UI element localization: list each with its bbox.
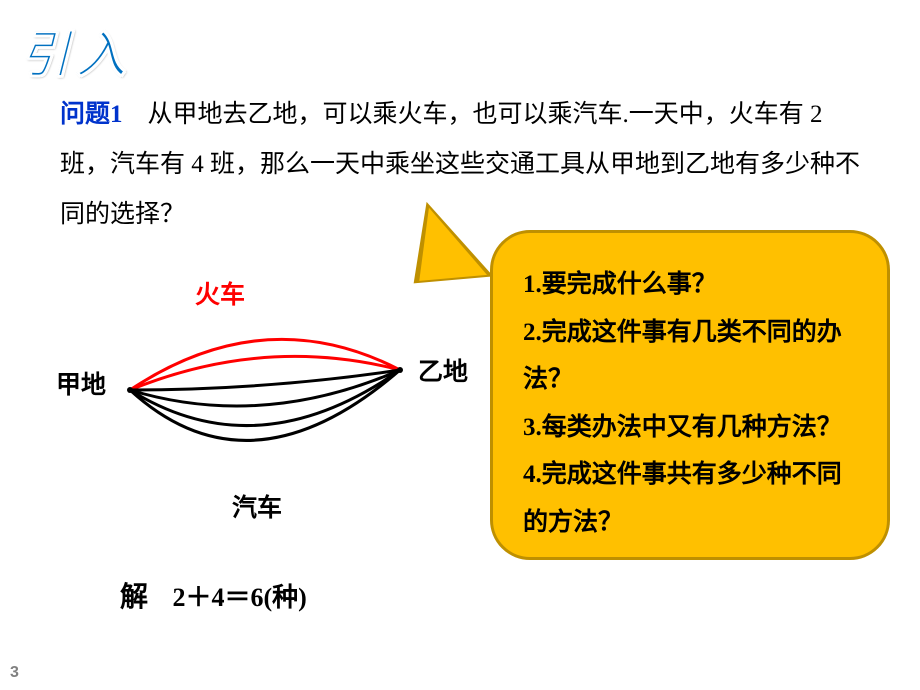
train-paths [130,339,400,390]
callout-item: 2.完成这件事有几类不同的办法？ [523,309,863,404]
solution-label: 解 [120,582,148,613]
callout-box: 1.要完成什么事？2.完成这件事有几类不同的办法？3.每类办法中又有几种方法？4… [490,230,890,560]
label-place-b: 乙地 [418,352,468,388]
callout-item: 4.完成这件事共有多少种不同的方法？ [523,451,863,546]
solution-expr: 2＋4＝6(种) [173,583,307,612]
callout-tail-fill [413,203,487,281]
label-car: 汽车 [232,488,282,524]
point-b [397,367,403,373]
point-a [127,387,133,393]
label-place-a: 甲地 [56,365,106,401]
page-number: 3 [10,664,19,682]
slide: 引入 问题1 从甲地去乙地，可以乘火车，也可以乘汽车.一天中，火车有 2 班，汽… [0,0,920,690]
car-paths [130,370,400,440]
callout-item: 3.每类办法中又有几种方法？ [523,404,863,452]
solution: 解 2＋4＝6(种) [120,575,307,615]
problem-label: 问题1 [60,101,123,128]
label-train: 火车 [195,275,245,311]
callout-item: 1.要完成什么事？ [523,261,863,309]
page-title: 引入 [20,15,132,87]
